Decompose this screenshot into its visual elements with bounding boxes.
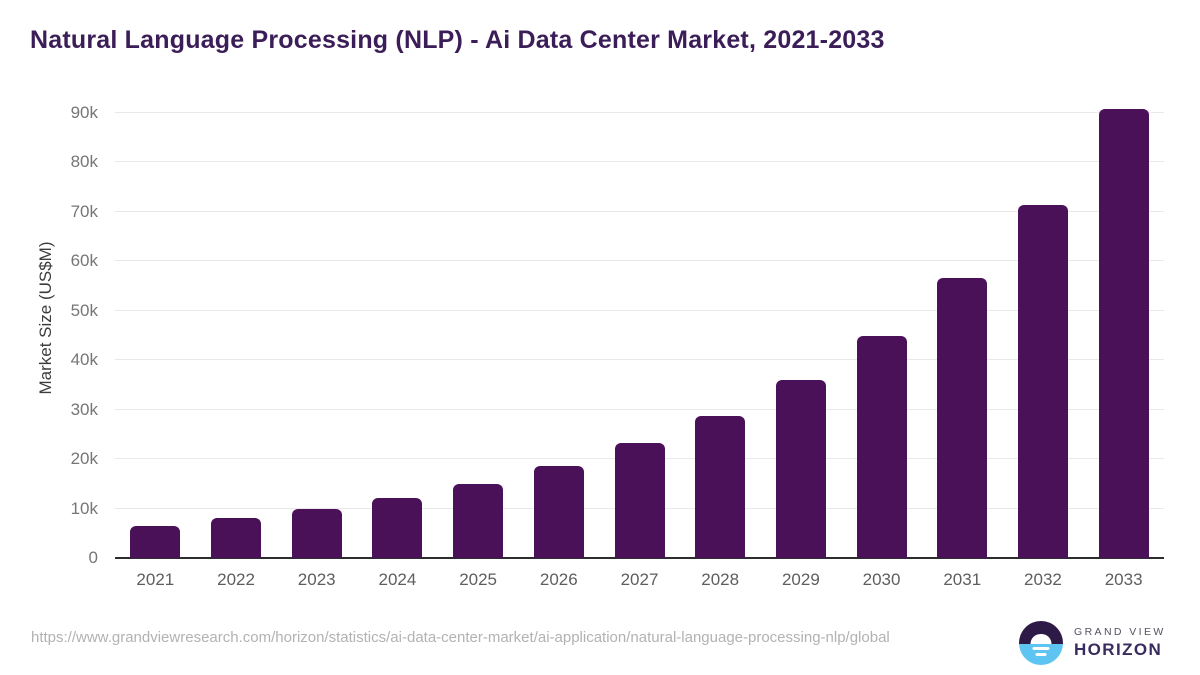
sunrise-sun-icon: [1030, 634, 1052, 644]
brand-name-top: GRAND VIEW: [1074, 626, 1166, 638]
y-tick-label: 20k: [70, 449, 98, 469]
x-tick-label: 2032: [1024, 570, 1062, 589]
x-tick-label: 2026: [539, 570, 578, 589]
grand-view-horizon-logo-icon: [1019, 621, 1063, 665]
x-tick-label: 2025: [459, 570, 498, 589]
y-tick-label: 90k: [70, 103, 98, 122]
chart-title: Natural Language Processing (NLP) - Ai D…: [30, 26, 885, 54]
brand-name: GRAND VIEW HORIZON: [1074, 626, 1166, 660]
y-tick-label: 0: [88, 548, 98, 567]
plot-area: 0 10k 20k 30k 40k 50k 60k 70k 80k 90k 2021 2022 2023…: [71, 103, 1164, 589]
bar-2024: [372, 497, 423, 558]
bar-2028: [695, 415, 746, 558]
bar-2033: [1098, 108, 1149, 558]
x-tick-label: 2024: [378, 570, 417, 589]
sunrise-reflection-icon: [1032, 647, 1050, 650]
gridline: [115, 359, 1164, 361]
bar-2030: [856, 335, 907, 558]
y-tick-label: 10k: [70, 498, 98, 518]
y-tick-label: 50k: [70, 300, 98, 320]
bar-2029: [775, 380, 826, 558]
x-tick-label: 2031: [943, 570, 982, 589]
y-tick-label: 60k: [70, 251, 98, 271]
brand-name-bottom: HORIZON: [1074, 640, 1163, 659]
x-tick-label: 2029: [781, 570, 820, 589]
x-tick-label: 2033: [1104, 570, 1143, 589]
bar-2026: [533, 466, 584, 558]
gridline: [115, 210, 1164, 212]
x-tick-label: 2021: [136, 570, 175, 589]
bar-2027: [614, 442, 665, 558]
y-axis-title: Market Size (US$M): [36, 241, 55, 395]
bar-2021: [130, 526, 181, 558]
bar-2022: [211, 518, 262, 558]
bar-2031: [937, 278, 988, 558]
x-tick-label: 2023: [297, 570, 336, 589]
y-tick-label: 70k: [70, 201, 98, 221]
y-tick-label: 80k: [70, 152, 98, 172]
y-tick-label: 30k: [70, 399, 98, 419]
bar-2023: [291, 509, 342, 558]
bar-2025: [453, 483, 504, 558]
brand-logo: GRAND VIEW HORIZON: [1019, 621, 1166, 665]
bar-2032: [1017, 204, 1068, 558]
gridline: [115, 309, 1164, 311]
gridline: [115, 260, 1164, 262]
x-tick-label: 2030: [862, 570, 901, 589]
gridline: [115, 408, 1164, 410]
gridline: [115, 161, 1164, 163]
y-tick-label: 40k: [70, 350, 98, 370]
x-axis-line: [115, 557, 1164, 559]
x-tick-label: 2022: [217, 570, 255, 589]
gridline: [115, 112, 1164, 113]
x-tick-label: 2028: [701, 570, 740, 589]
sunrise-reflection-icon: [1035, 653, 1047, 656]
x-tick-label: 2027: [620, 570, 659, 589]
source-url: https://www.grandviewresearch.com/horizo…: [31, 629, 890, 646]
